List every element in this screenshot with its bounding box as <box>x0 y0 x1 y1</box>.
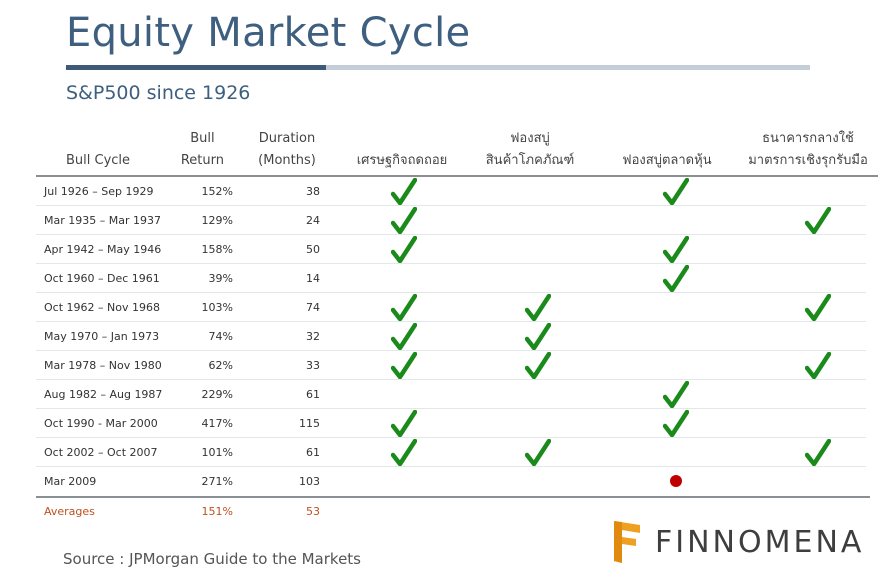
check-icon <box>390 438 418 467</box>
check-icon <box>804 351 832 380</box>
bull-return-value: 417% <box>201 417 233 430</box>
row-divider <box>36 234 866 235</box>
table-row: Mar 1935 – Mar 1937 129% 24 <box>0 206 890 235</box>
table-row: Oct 1962 – Nov 1968 103% 74 <box>0 293 890 322</box>
bull-return-value: 39% <box>208 272 233 285</box>
row-divider <box>36 292 866 293</box>
duration-value: 115 <box>299 417 320 430</box>
duration-value: 14 <box>306 272 320 285</box>
bull-return-value: 74% <box>208 330 233 343</box>
table-row: Aug 1982 – Aug 1987 229% 61 <box>0 380 890 409</box>
page-subtitle: S&P500 since 1926 <box>66 82 251 104</box>
cycle-period: Jul 1926 – Sep 1929 <box>44 185 154 198</box>
check-icon <box>662 409 690 438</box>
table-row: Oct 2002 – Oct 2007 101% 61 <box>0 438 890 467</box>
cycle-period: Oct 1962 – Nov 1968 <box>44 301 160 314</box>
check-icon <box>390 235 418 264</box>
header-bull-return: Bull Return <box>180 131 224 168</box>
bull-return-value: 158% <box>201 243 233 256</box>
check-icon <box>390 322 418 351</box>
bull-return-value: 229% <box>201 388 233 401</box>
title-underline-light <box>326 65 810 70</box>
averages-duration: 53 <box>306 505 320 518</box>
red-dot-icon <box>670 475 682 487</box>
bull-return-value: 103% <box>201 301 233 314</box>
check-icon <box>390 206 418 235</box>
bull-return-value: 271% <box>201 475 233 488</box>
bull-cycle-table: Jul 1926 – Sep 1929 152% 38 Mar 1935 – Mar … <box>0 177 890 496</box>
duration-value: 103 <box>299 475 320 488</box>
cycle-period: Oct 1990 - Mar 2000 <box>44 417 158 430</box>
check-icon <box>390 177 418 206</box>
check-icon <box>524 322 552 351</box>
table-row: Mar 2009 271% 103 <box>0 467 890 496</box>
check-icon <box>390 293 418 322</box>
check-icon <box>390 409 418 438</box>
cycle-period: Mar 1935 – Mar 1937 <box>44 214 161 227</box>
duration-value: 38 <box>306 185 320 198</box>
duration-value: 24 <box>306 214 320 227</box>
check-icon <box>524 293 552 322</box>
check-icon <box>662 264 690 293</box>
header-stock-bubble: ฟองสบู่ตลาดหุ้น <box>622 153 712 168</box>
cycle-period: Mar 2009 <box>44 475 97 488</box>
row-divider <box>36 321 866 322</box>
averages-label: Averages <box>44 505 95 518</box>
cycle-period: Aug 1982 – Aug 1987 <box>44 388 163 401</box>
check-icon <box>804 206 832 235</box>
cycle-period: Oct 1960 – Dec 1961 <box>44 272 160 285</box>
cycle-period: May 1970 – Jan 1973 <box>44 330 160 343</box>
table-row: May 1970 – Jan 1973 74% 32 <box>0 322 890 351</box>
row-divider <box>36 437 866 438</box>
finnomena-logo-icon <box>614 521 640 563</box>
title-underline-dark <box>66 65 326 70</box>
table-row: Apr 1942 – May 1946 158% 50 <box>0 235 890 264</box>
bull-return-value: 62% <box>208 359 233 372</box>
header-bull-cycle: Bull Cycle <box>66 153 131 168</box>
row-divider <box>36 205 866 206</box>
header-recession: เศรษฐกิจถดถอย <box>356 153 448 168</box>
bull-return-value: 101% <box>201 446 233 459</box>
duration-value: 61 <box>306 446 320 459</box>
table-row: Mar 1978 – Nov 1980 62% 33 <box>0 351 890 380</box>
check-icon <box>524 351 552 380</box>
page-title: Equity Market Cycle <box>66 10 471 56</box>
duration-value: 50 <box>306 243 320 256</box>
check-icon <box>804 438 832 467</box>
finnomena-logo-text: FINNOMENA <box>655 525 865 560</box>
row-divider <box>36 263 866 264</box>
header-commodity-bubble: ฟองสบู่ สินค้าโภคภัณฑ์ <box>485 131 575 168</box>
bull-return-value: 129% <box>201 214 233 227</box>
table-row: Oct 1990 - Mar 2000 417% 115 <box>0 409 890 438</box>
check-icon <box>662 177 690 206</box>
table-bottom-divider <box>36 496 870 498</box>
header-divider <box>36 175 878 177</box>
check-icon <box>804 293 832 322</box>
row-divider <box>36 350 866 351</box>
duration-value: 74 <box>306 301 320 314</box>
cycle-period: Oct 2002 – Oct 2007 <box>44 446 158 459</box>
source-note: Source : JPMorgan Guide to the Markets <box>63 550 361 568</box>
bull-return-value: 152% <box>201 185 233 198</box>
averages-return: 151% <box>201 505 233 518</box>
row-divider <box>36 379 866 380</box>
check-icon <box>662 380 690 409</box>
check-icon <box>524 438 552 467</box>
header-central-bank: ธนาคารกลางใช้ มาตรการเชิงรุกรับมือ <box>748 131 868 168</box>
header-duration: Duration (Months) <box>258 131 316 168</box>
table-row: Jul 1926 – Sep 1929 152% 38 <box>0 177 890 206</box>
check-icon <box>662 235 690 264</box>
cycle-period: Mar 1978 – Nov 1980 <box>44 359 162 372</box>
check-icon <box>390 351 418 380</box>
cycle-period: Apr 1942 – May 1946 <box>44 243 162 256</box>
duration-value: 61 <box>306 388 320 401</box>
row-divider <box>36 408 866 409</box>
duration-value: 32 <box>306 330 320 343</box>
table-row: Oct 1960 – Dec 1961 39% 14 <box>0 264 890 293</box>
duration-value: 33 <box>306 359 320 372</box>
row-divider <box>36 466 866 467</box>
